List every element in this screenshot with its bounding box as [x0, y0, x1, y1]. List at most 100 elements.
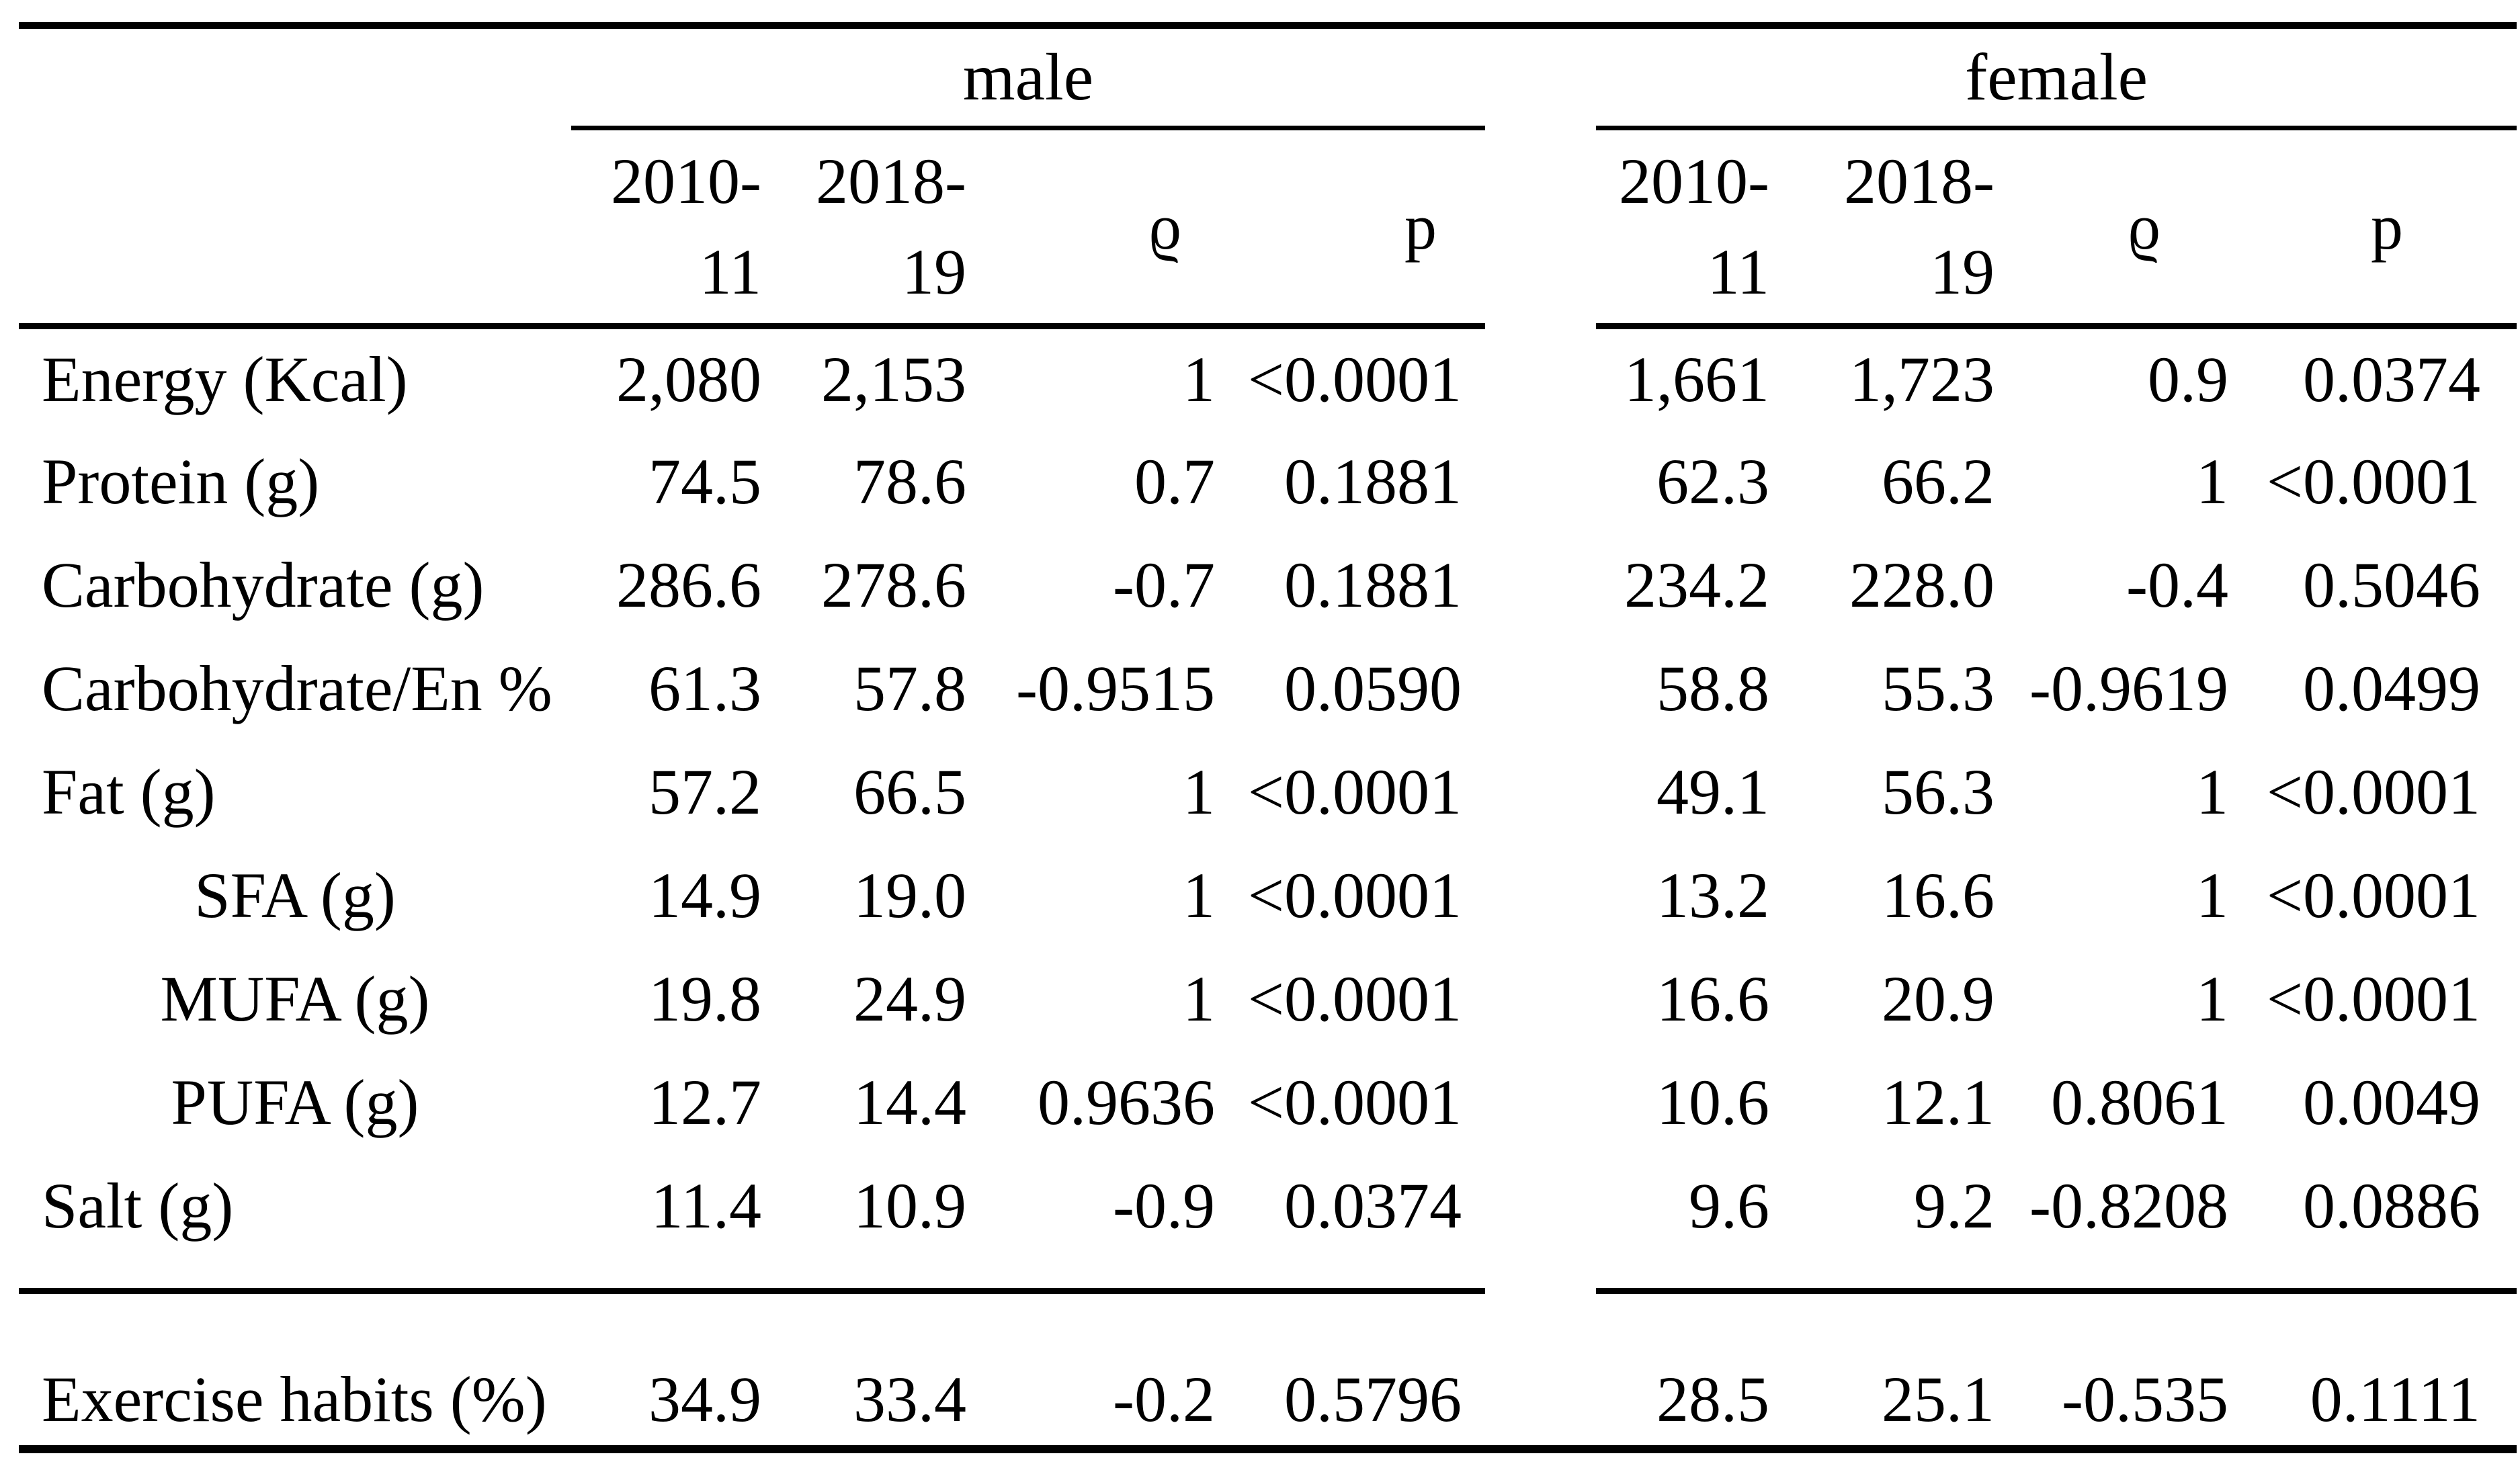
cell-male-rho: -0.7 — [1113, 548, 1215, 621]
cell-male-2018-19: 57.8 — [853, 652, 966, 724]
row-label: Fat (g) — [42, 755, 216, 828]
cell-female-2010-11: 13.2 — [1656, 859, 1769, 931]
cell-female-p: 0.0374 — [2303, 343, 2480, 415]
group-header-row: male female — [19, 29, 2517, 130]
nutrition-trend-table: male female 2010- 11 2018- 19 ϱ p 2010- … — [19, 22, 2517, 1453]
cell-female-2010-11: 234.2 — [1624, 548, 1769, 621]
cell-male-2018-19: 278.6 — [821, 548, 966, 621]
subheader-female-p: p — [2230, 128, 2517, 329]
cell-female-p: 0.5046 — [2303, 548, 2480, 621]
cell-female-2018-19: 16.6 — [1882, 859, 1994, 931]
row-label: Exercise habits (%) — [42, 1363, 547, 1435]
cell-female-rho: 0.9 — [2148, 343, 2228, 415]
stub-header — [19, 29, 571, 128]
cell-male-2018-19: 14.4 — [853, 1066, 966, 1138]
top-rule — [19, 22, 2517, 29]
subheader-male-p: p — [1216, 128, 1485, 329]
cell-female-rho: -0.8208 — [2029, 1169, 2228, 1242]
subheader-gap — [1485, 128, 1596, 326]
cell-female-p: <0.0001 — [2266, 755, 2480, 828]
column-group-gap — [1485, 843, 1596, 947]
cell-male-2010-11: 34.9 — [648, 1363, 761, 1435]
column-group-gap — [1485, 1294, 1596, 1445]
table-row: Energy (Kcal) 2,080 2,153 1 <0.0001 1,661 1,72… — [19, 326, 2517, 429]
column-group-gap — [1485, 947, 1596, 1050]
cell-female-rho: 1 — [2196, 445, 2228, 517]
cell-female-2010-11: 9.6 — [1689, 1169, 1769, 1242]
cell-male-2010-11: 12.7 — [648, 1066, 761, 1138]
cell-male-2010-11: 19.8 — [648, 962, 761, 1035]
cell-male-2018-19: 78.6 — [853, 445, 966, 517]
cell-female-2010-11: 62.3 — [1656, 445, 1769, 517]
stub-subheader — [19, 128, 571, 329]
cell-male-p: <0.0001 — [1247, 1066, 1462, 1138]
cell-female-rho: 1 — [2196, 859, 2228, 931]
cell-female-rho: 0.8061 — [2051, 1066, 2228, 1138]
cell-male-rho: -0.9515 — [1016, 652, 1215, 724]
row-label: MUFA (g) — [160, 962, 430, 1035]
mid-rule-left-segment — [19, 1288, 1485, 1294]
cell-female-p: 0.0499 — [2303, 652, 2480, 724]
mid-rule-right-segment — [1596, 1288, 2517, 1294]
table-row: Exercise habits (%) 34.9 33.4 -0.2 0.5796 28.… — [19, 1294, 2517, 1445]
table-row: Carbohydrate/En % 61.3 57.8 -0.9515 0.0590 58… — [19, 636, 2517, 740]
cell-female-2018-19: 9.2 — [1914, 1169, 1994, 1242]
cell-male-2010-11: 286.6 — [616, 548, 761, 621]
cell-female-p: <0.0001 — [2266, 445, 2480, 517]
row-label: PUFA (g) — [171, 1066, 419, 1138]
cell-male-2018-19: 66.5 — [853, 755, 966, 828]
cell-male-rho: 1 — [1183, 962, 1215, 1035]
cell-female-rho: -0.535 — [2062, 1363, 2228, 1435]
cell-female-2010-11: 1,661 — [1624, 343, 1769, 415]
cell-female-p: 0.0886 — [2303, 1169, 2480, 1242]
section-spacer — [19, 1257, 2517, 1288]
cell-female-2018-19: 56.3 — [1882, 755, 1994, 828]
cell-male-p: <0.0001 — [1247, 859, 1462, 931]
cell-male-2010-11: 2,080 — [616, 343, 761, 415]
cell-male-2010-11: 74.5 — [648, 445, 761, 517]
table-row: PUFA (g) 12.7 14.4 0.9636 <0.0001 10.6 12.1 0.8… — [19, 1050, 2517, 1154]
row-label: Carbohydrate/En % — [42, 652, 552, 724]
bottom-rule — [19, 1445, 2517, 1453]
cell-male-rho: 1 — [1183, 755, 1215, 828]
cell-male-p: 0.5796 — [1284, 1363, 1462, 1435]
cell-male-2010-11: 14.9 — [648, 859, 761, 931]
cell-male-2018-19: 19.0 — [853, 859, 966, 931]
column-group-gap — [1485, 1050, 1596, 1154]
cell-male-2010-11: 61.3 — [648, 652, 761, 724]
cell-female-p: 0.0049 — [2303, 1066, 2480, 1138]
subheader-male-2018-19: 2018- 19 — [763, 128, 968, 329]
cell-female-2010-11: 28.5 — [1656, 1363, 1769, 1435]
table-row: MUFA (g) 19.8 24.9 1 <0.0001 16.6 20.9 1 <0.0001 — [19, 947, 2517, 1050]
cell-male-p: 0.1881 — [1284, 548, 1462, 621]
cell-male-p: <0.0001 — [1247, 755, 1462, 828]
cell-male-2018-19: 2,153 — [821, 343, 966, 415]
row-label: Protein (g) — [42, 445, 320, 517]
column-group-gap — [1485, 1154, 1596, 1257]
column-group-gap — [1485, 326, 1596, 429]
group-header-female: female — [1596, 29, 2517, 130]
cell-female-2010-11: 49.1 — [1656, 755, 1769, 828]
cell-female-rho: -0.4 — [2126, 548, 2228, 621]
cell-female-rho: 1 — [2196, 755, 2228, 828]
top-rule-line — [19, 22, 2517, 29]
cell-female-2018-19: 12.1 — [1882, 1066, 1994, 1138]
column-group-gap — [1485, 533, 1596, 636]
row-label: Salt (g) — [42, 1169, 234, 1242]
cell-male-p: 0.0590 — [1284, 652, 1462, 724]
cell-female-2018-19: 66.2 — [1882, 445, 1994, 517]
cell-female-2018-19: 25.1 — [1882, 1363, 1994, 1435]
cell-male-2018-19: 24.9 — [853, 962, 966, 1035]
cell-female-2018-19: 1,723 — [1849, 343, 1994, 415]
column-group-gap — [1485, 429, 1596, 533]
cell-male-rho: 0.7 — [1134, 445, 1215, 517]
cell-male-rho: -0.9 — [1113, 1169, 1215, 1242]
cell-female-2018-19: 228.0 — [1849, 548, 1994, 621]
cell-female-2010-11: 10.6 — [1656, 1066, 1769, 1138]
table-row: Salt (g) 11.4 10.9 -0.9 0.0374 9.6 9.2 -0.8208 0… — [19, 1154, 2517, 1257]
cell-male-2018-19: 10.9 — [853, 1169, 966, 1242]
table-row: SFA (g) 14.9 19.0 1 <0.0001 13.2 16.6 1 <0.0001 — [19, 843, 2517, 947]
subheader-row: 2010- 11 2018- 19 ϱ p 2010- 11 2018- 19 … — [19, 128, 2517, 329]
cell-male-rho: -0.2 — [1113, 1363, 1215, 1435]
cell-male-p: <0.0001 — [1247, 343, 1462, 415]
